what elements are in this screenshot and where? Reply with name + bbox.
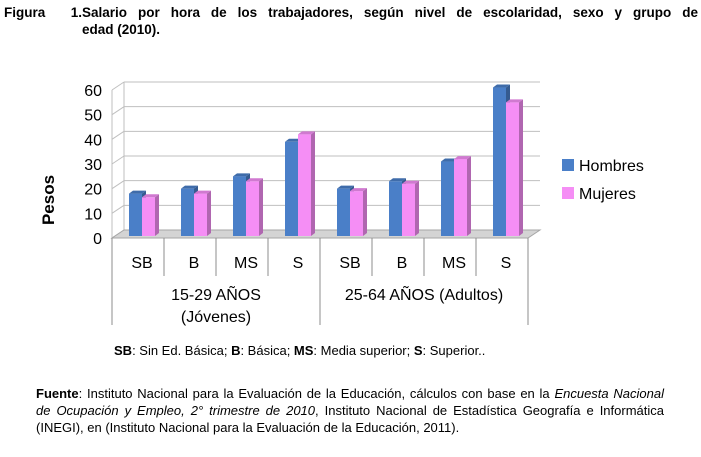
bar-mujeres (506, 99, 523, 236)
bar-side (519, 99, 523, 236)
abbr-ms-text: : Media superior; (313, 343, 414, 358)
x-category-label: SB (339, 255, 360, 272)
y-tick-label: 50 (84, 108, 102, 125)
source-note: Fuente: Instituto Nacional para la Evalu… (36, 385, 664, 436)
bar-front (142, 197, 155, 236)
bar-top (441, 158, 458, 162)
bar-side (363, 188, 367, 236)
chart-floor (110, 229, 542, 239)
bar-front (493, 87, 506, 237)
bar-front (337, 188, 350, 236)
figure-number: Figura 1. (4, 5, 82, 20)
bar-top (389, 178, 406, 182)
bar-side (311, 131, 315, 236)
x-category-label: S (501, 255, 512, 272)
source-label: Fuente (36, 386, 79, 401)
bar-mujeres (246, 178, 263, 236)
gridline-depth (111, 180, 125, 190)
figure-title-line2: edad (2010). (82, 22, 161, 37)
bar-mujeres (454, 156, 471, 236)
bar-side (155, 194, 159, 236)
x-category-label: SB (131, 255, 152, 272)
bar-top (129, 190, 146, 194)
bar-side (467, 156, 471, 236)
bar-front (285, 141, 298, 236)
group-label: 15-29 AÑOS (171, 284, 261, 304)
abbr-b: B (231, 343, 241, 358)
x-category-label: B (397, 255, 408, 272)
bar-mujeres (142, 194, 159, 236)
bar-top (181, 185, 198, 189)
bar-mujeres (350, 188, 367, 236)
abbr-s: S (413, 343, 423, 358)
bar-mujeres (194, 190, 211, 236)
bar-top (246, 178, 263, 182)
bar-front (194, 193, 207, 236)
source-text-1: : Instituto Nacional para la Evaluación … (78, 386, 555, 401)
group-label: 25-64 AÑOS (Adultos) (345, 284, 503, 304)
gridline-depth (111, 130, 125, 140)
bar-top (285, 138, 302, 142)
figure-title: Figura 1.Salario por hora de los trabaja… (4, 4, 698, 38)
bar-top (506, 99, 523, 103)
y-tick-label: 60 (84, 83, 102, 100)
bar-top (194, 190, 211, 194)
y-axis-label: Pesos (39, 175, 58, 225)
gridline-depth (111, 155, 125, 165)
x-category-label: B (189, 255, 200, 272)
bar-front (246, 181, 259, 236)
legend-label: Mujeres (579, 186, 636, 203)
gridline-depth (111, 106, 125, 116)
bar-front (389, 181, 402, 236)
bar-front (350, 191, 363, 236)
group-label-line2: (Jóvenes) (181, 309, 251, 326)
bar-top (142, 194, 159, 198)
bar-top (337, 185, 354, 189)
y-tick-label: 20 (84, 182, 102, 199)
bar-top (402, 180, 419, 184)
gridline-depth (111, 81, 125, 91)
legend-swatch (562, 187, 574, 199)
bar-side (207, 190, 211, 236)
y-tick-label: 40 (84, 132, 102, 149)
bar-chart: 0 10 20 30 40 50 60 SB B MS S SB B MS S 15-29 AÑOS (Jóve… (39, 81, 644, 326)
bar-front (441, 161, 454, 236)
legend-label: Hombres (579, 158, 644, 175)
figure-title-line1: Salario por hora de los trabajadores, se… (82, 5, 698, 20)
bar-front (506, 102, 519, 236)
abbreviations-note: SB: Sin Ed. Básica; B: Básica; MS: Media… (114, 343, 485, 358)
y-tick-label: 10 (84, 206, 102, 223)
bar-front (129, 193, 142, 236)
y-tick-label: 30 (84, 157, 102, 174)
bar-top (454, 156, 471, 160)
bar-front (233, 176, 246, 236)
y-tick-label: 0 (93, 231, 102, 248)
bar-top (298, 131, 315, 135)
bar-side (415, 180, 419, 236)
bar-top (493, 84, 510, 88)
bar-front (298, 134, 311, 236)
x-category-label: S (293, 255, 304, 272)
bar-top (233, 173, 250, 177)
x-category-label: MS (234, 255, 258, 272)
x-category-label: MS (442, 255, 466, 272)
bar-side (259, 178, 263, 236)
abbr-s-text: : Superior.. (422, 343, 486, 358)
bar-front (181, 188, 194, 236)
source-survey-title: Encuesta Nacional de Ocupación y Empleo,… (36, 386, 664, 418)
legend-swatch (562, 159, 574, 171)
abbr-ms: MS (293, 343, 314, 358)
bar-front (402, 183, 415, 236)
bar-top (350, 188, 367, 192)
bar-mujeres (402, 180, 419, 236)
abbr-b-text: : Básica; (240, 343, 294, 358)
abbr-sb: SB (114, 343, 133, 358)
bar-mujeres (298, 131, 315, 236)
gridline-depth (111, 204, 125, 214)
abbr-sb-text: : Sin Ed. Básica; (132, 343, 232, 358)
bar-front (454, 159, 467, 236)
source-text-2: , Instituto Nacional de Estadística Geog… (36, 403, 664, 435)
